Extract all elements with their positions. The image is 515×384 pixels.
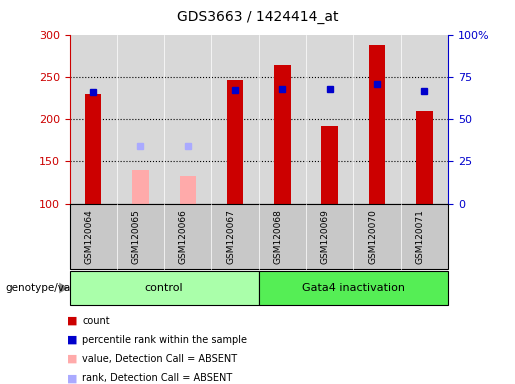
Text: GSM120065: GSM120065 bbox=[131, 209, 141, 263]
Bar bbox=[227, 80, 244, 204]
Text: rank, Detection Call = ABSENT: rank, Detection Call = ABSENT bbox=[82, 373, 233, 383]
Text: ■: ■ bbox=[67, 373, 77, 383]
Bar bbox=[369, 45, 385, 204]
Text: GSM120069: GSM120069 bbox=[321, 209, 330, 263]
Bar bbox=[85, 94, 101, 204]
Text: GDS3663 / 1424414_at: GDS3663 / 1424414_at bbox=[177, 10, 338, 23]
Bar bbox=[180, 177, 196, 204]
Text: GSM120068: GSM120068 bbox=[273, 209, 282, 263]
Text: count: count bbox=[82, 316, 110, 326]
Text: genotype/variation: genotype/variation bbox=[5, 283, 104, 293]
Text: ■: ■ bbox=[67, 316, 77, 326]
Text: ■: ■ bbox=[67, 354, 77, 364]
Text: GSM120071: GSM120071 bbox=[416, 209, 424, 263]
Text: percentile rank within the sample: percentile rank within the sample bbox=[82, 335, 247, 345]
Text: Gata4 inactivation: Gata4 inactivation bbox=[302, 283, 405, 293]
Text: GSM120066: GSM120066 bbox=[179, 209, 188, 263]
Text: GSM120064: GSM120064 bbox=[84, 209, 93, 263]
Text: value, Detection Call = ABSENT: value, Detection Call = ABSENT bbox=[82, 354, 237, 364]
Bar bbox=[321, 126, 338, 204]
Bar bbox=[132, 170, 149, 204]
Bar bbox=[274, 65, 291, 204]
Text: ■: ■ bbox=[67, 335, 77, 345]
Bar bbox=[416, 111, 433, 204]
Text: GSM120067: GSM120067 bbox=[226, 209, 235, 263]
Text: control: control bbox=[145, 283, 183, 293]
Polygon shape bbox=[59, 283, 68, 293]
Text: GSM120070: GSM120070 bbox=[368, 209, 377, 263]
